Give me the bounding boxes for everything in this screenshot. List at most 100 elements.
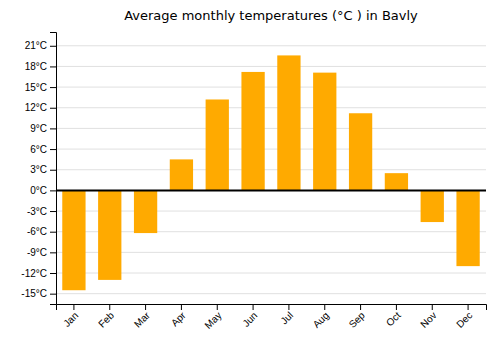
bar [277, 55, 300, 190]
bar [134, 190, 157, 233]
y-tick: -6°C [27, 226, 56, 237]
x-tick-mark [73, 304, 74, 310]
x-tick-mark [432, 304, 433, 310]
x-tick-mark [109, 304, 110, 310]
x-tick-label: Apr [169, 309, 188, 328]
bars [56, 55, 486, 290]
y-axis-line [50, 33, 57, 305]
x-axis: Jan Feb Mar Apr May Jun Jul Aug Sep Oct Nov Dec [57, 304, 487, 331]
grid-line [56, 87, 486, 88]
x-tick: Apr [169, 304, 188, 328]
x-tick-mark [360, 304, 361, 310]
x-tick-label: Feb [96, 309, 116, 329]
x-tick: Dec [454, 304, 474, 330]
y-tick: 18°C [25, 61, 56, 72]
x-tick-label: Dec [454, 310, 474, 330]
y-tick: 3°C [30, 164, 56, 175]
y-tick: 12°C [25, 102, 56, 113]
x-tick-label: Sep [347, 309, 368, 330]
plot: -15°C -12°C -9°C -6°C -3°C 0°C 3°C 6°C 9°C 12°C 15… [21, 33, 486, 331]
y-tick-label: 9°C [30, 123, 47, 134]
y-tick-label: -9°C [27, 247, 47, 258]
zero-line [56, 189, 486, 191]
grid-line [56, 190, 486, 191]
y-tick-mark [50, 232, 56, 233]
x-tick-mark [288, 304, 289, 310]
y-tick-label: -15°C [21, 288, 47, 299]
y-tick-label: 12°C [25, 102, 47, 113]
bar [456, 190, 479, 266]
y-tick: -15°C [21, 288, 56, 299]
x-tick: May [202, 304, 223, 331]
grid-line [56, 107, 486, 108]
grid-line [56, 128, 486, 129]
y-tick-mark [50, 190, 56, 191]
grid-line [56, 169, 486, 170]
x-tick: Jun [240, 304, 259, 329]
bar [170, 159, 193, 190]
grid-line [56, 45, 486, 46]
y-tick-label: -3°C [27, 206, 47, 217]
y-tick: -9°C [27, 247, 56, 258]
x-tick-mark [324, 304, 325, 310]
chart: -15°C -12°C -9°C -6°C -3°C 0°C 3°C 6°C 9°C 12°C 15… [0, 0, 500, 350]
y-tick-label: 21°C [25, 40, 47, 51]
y-tick-mark [50, 128, 56, 129]
y-tick-label: -6°C [27, 226, 47, 237]
y-tick-label: -12°C [21, 268, 47, 279]
grid-line [56, 66, 486, 67]
y-tick-label: 3°C [30, 164, 47, 175]
x-tick-label: May [202, 310, 223, 331]
x-tick-label: Jun [240, 310, 259, 329]
x-tick: Jan [61, 304, 80, 329]
y-tick-label: 0°C [30, 185, 47, 196]
x-tick: Sep [347, 304, 368, 330]
grid-line [56, 293, 486, 294]
x-tick: Jul [278, 304, 295, 326]
x-tick-label: Oct [384, 310, 403, 329]
x-tick: Mar [132, 304, 152, 330]
y-tick-mark [50, 87, 56, 88]
y-tick: 9°C [30, 123, 56, 134]
bar [98, 190, 121, 280]
x-tick-label: Aug [311, 310, 331, 330]
y-tick-mark [50, 273, 56, 274]
bar [206, 99, 229, 190]
x-tick-mark [253, 304, 254, 310]
x-tick: Aug [311, 304, 331, 330]
x-tick-label: Jan [61, 310, 80, 329]
x-tick-label: Nov [418, 310, 438, 330]
title: Average monthly temperatures (°C ) in Ba… [124, 8, 418, 23]
y-tick-label: 6°C [30, 144, 47, 155]
y-tick-mark [50, 252, 56, 253]
y-tick-mark [50, 66, 56, 67]
bar [349, 113, 372, 190]
y-tick: 6°C [30, 144, 56, 155]
y-tick-label: 15°C [25, 82, 47, 93]
grid-line [56, 149, 486, 150]
y-tick: 21°C [25, 40, 56, 51]
y-tick: -3°C [27, 206, 56, 217]
y-tick-mark [50, 294, 56, 295]
y-tick-mark [50, 46, 56, 47]
y-tick-mark [50, 149, 56, 150]
y-tick: 15°C [25, 82, 56, 93]
grid [56, 46, 486, 294]
bar [313, 73, 336, 191]
x-tick-mark [181, 304, 182, 310]
x-tick-mark [145, 304, 146, 310]
y-tick: -12°C [21, 268, 56, 279]
x-tick-label: Jul [278, 310, 295, 327]
x-tick-mark [396, 304, 397, 310]
y-tick-mark [50, 170, 56, 171]
bar [385, 173, 408, 190]
x-tick-mark [217, 304, 218, 310]
x-tick: Oct [384, 304, 403, 328]
bar [421, 190, 444, 222]
y-tick: 0°C [30, 185, 56, 196]
x-axis-line [57, 305, 487, 311]
y-axis: -15°C -12°C -9°C -6°C -3°C 0°C 3°C 6°C 9°C 12°C 15… [21, 33, 56, 305]
y-tick-mark [50, 211, 56, 212]
x-tick: Nov [418, 304, 438, 330]
y-tick-label: 18°C [25, 61, 47, 72]
